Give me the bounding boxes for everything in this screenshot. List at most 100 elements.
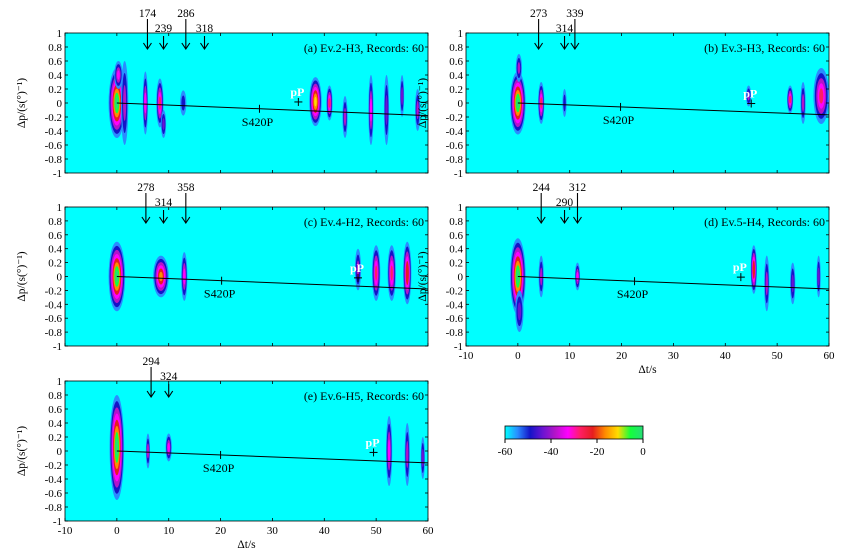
energy-blob-layer <box>406 265 409 281</box>
y-tick-label: 1 <box>57 28 63 40</box>
y-tick-label: -0.6 <box>45 488 63 500</box>
x-tick-label: 0 <box>515 350 521 362</box>
energy-blob-layer <box>416 101 419 119</box>
energy-blob <box>109 395 125 500</box>
y-tick-label: -1 <box>454 168 463 180</box>
y-tick-label: -0.8 <box>446 327 464 339</box>
x-tick-label: 30 <box>668 350 680 362</box>
y-tick-label: -1 <box>53 516 62 528</box>
energy-blob <box>142 71 148 135</box>
x-tick-label: 50 <box>371 525 383 537</box>
y-tick-label: 0.2 <box>449 84 463 96</box>
energy-blob-layer <box>181 95 186 111</box>
energy-blob <box>387 245 396 301</box>
slowness-trend-line <box>517 102 830 116</box>
energy-blob-layer <box>387 439 391 463</box>
energy-blob <box>790 262 796 305</box>
energy-blob-layer <box>765 271 768 296</box>
depth-arrow-head <box>146 390 156 398</box>
panel-d: S420PpP10.80.60.40.20-0.2-0.4-0.6-0.8-1-… <box>417 182 835 376</box>
y-axis-label: Δp/(s(°)⁻¹) <box>417 251 429 301</box>
panel-a: S420P pP 1 0.8 0.6 0.4 0.2 0 -0.2 -0.4 -0.6 -0.8 -1 Δ… <box>16 8 429 180</box>
panel-b: S420P pP 1 0.8 0.6 0.4 0.2 0 -0.2 -0.4 -0.6 -0.8 -1 Δ… <box>417 8 830 180</box>
s420p-label: S420P <box>242 115 274 129</box>
pp-label: pP <box>350 261 364 275</box>
pp-label: pP <box>366 435 380 449</box>
x-axis-label: Δt/s <box>638 364 657 376</box>
panel-title: (d) Ev.5-H4, Records: 60 <box>704 215 825 229</box>
energy-blob <box>816 255 821 298</box>
y-tick-label: -0.6 <box>45 313 63 325</box>
energy-blob-layer <box>369 98 373 122</box>
y-tick-label: 0.6 <box>48 230 62 242</box>
energy-blob-layer <box>385 95 388 125</box>
depth-label: 312 <box>569 182 587 194</box>
energy-blob-layer <box>539 267 543 286</box>
y-tick-label: 0 <box>57 98 63 110</box>
energy-blob <box>180 90 187 116</box>
energy-blob <box>342 96 348 138</box>
x-tick-label: 50 <box>772 350 784 362</box>
energy-blob <box>160 110 167 138</box>
y-tick-label: 0.2 <box>48 84 62 96</box>
x-tick-label: 20 <box>215 525 227 537</box>
colorbar-tick-label: -40 <box>544 446 559 458</box>
y-tick-label: 1 <box>458 28 464 40</box>
energy-blob-layer <box>328 98 331 108</box>
energy-blob <box>114 61 123 89</box>
y-tick-label: 0.4 <box>48 418 62 430</box>
depth-arrow-head <box>159 42 168 50</box>
x-tick-label: -10 <box>459 350 474 362</box>
x-tick-label: 10 <box>564 350 576 362</box>
energy-blob-layer <box>517 62 521 74</box>
y-tick-label: -0.4 <box>45 126 63 138</box>
depth-label: 294 <box>142 356 160 368</box>
y-tick-label: 0.6 <box>48 56 62 68</box>
y-tick-label: 0.2 <box>48 258 62 270</box>
energy-blob-layer <box>343 108 347 126</box>
y-tick-label: 0 <box>458 272 464 284</box>
energy-blob-layer <box>752 263 756 276</box>
panel-c: S420P pP 1 0.8 0.6 0.4 0.2 0-0.2 -0.4 -0.6 -0.8 -1 Δ… <box>16 182 429 353</box>
energy-blob <box>750 245 757 294</box>
y-tick-label: 0.2 <box>449 258 463 270</box>
energy-blob <box>153 255 169 298</box>
panel-title: (a) Ev.2-H3, Records: 60 <box>304 41 424 55</box>
y-tick-label: -1 <box>53 168 62 180</box>
colorbar-tick-label: -60 <box>498 446 513 458</box>
y-tick-label: 0.6 <box>48 404 62 416</box>
y-tick-label: -0.6 <box>446 313 464 325</box>
y-tick-label: 0.4 <box>48 244 62 256</box>
energy-blob <box>326 85 333 121</box>
energy-blob-layer <box>390 265 393 281</box>
y-tick-label: -0.8 <box>45 502 63 514</box>
depth-label: 314 <box>556 23 574 35</box>
energy-blob <box>156 78 164 128</box>
s420p-label: S420P <box>204 287 236 301</box>
y-tick-label: -0.8 <box>45 154 63 166</box>
energy-blob <box>813 68 829 124</box>
energy-blob <box>385 416 393 486</box>
y-tick-label: 1 <box>57 376 63 388</box>
energy-blob-layer <box>791 274 794 293</box>
energy-blob-layer <box>819 88 824 104</box>
energy-blob-layer <box>183 268 186 285</box>
x-tick-label: -10 <box>58 525 73 537</box>
energy-blob <box>786 85 794 114</box>
depth-label: 278 <box>137 182 155 194</box>
depth-label: 290 <box>556 197 574 209</box>
energy-blob <box>145 433 151 469</box>
energy-blob-layer <box>788 95 792 104</box>
energy-blob-layer <box>400 87 404 105</box>
energy-blob <box>574 262 581 291</box>
depth-arrow-head <box>141 216 151 224</box>
panel-title: (c) Ev.4-H2, Records: 60 <box>304 215 424 229</box>
energy-blob-layer <box>817 267 820 286</box>
energy-blob <box>420 437 425 479</box>
y-tick-label: 0.8 <box>449 216 463 228</box>
y-tick-label: -0.2 <box>45 460 62 472</box>
depth-arrow-head <box>573 216 582 224</box>
energy-blob-layer <box>117 70 120 80</box>
depth-arrow-head <box>560 216 569 224</box>
s420p-label: S420P <box>603 113 635 127</box>
